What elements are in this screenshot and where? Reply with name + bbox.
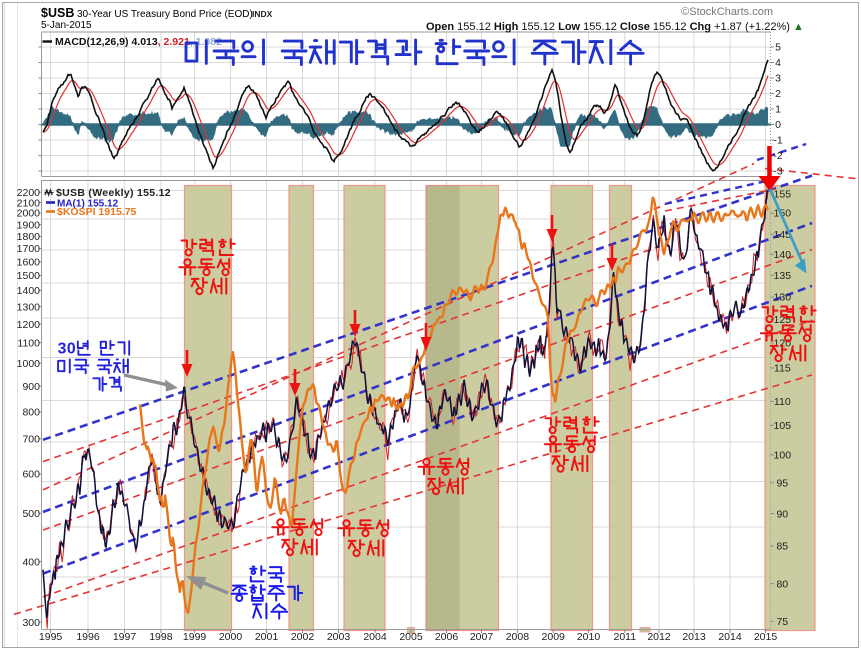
svg-text:-2: -2 — [773, 150, 782, 162]
svg-text:$KOSPI 1915.75: $KOSPI 1915.75 — [57, 206, 137, 218]
svg-text:2003: 2003 — [327, 631, 351, 643]
svg-text:-3: -3 — [773, 166, 782, 178]
svg-text:2014: 2014 — [718, 631, 742, 643]
svg-text:2009: 2009 — [542, 631, 566, 643]
svg-text:1997: 1997 — [113, 631, 137, 643]
svg-text:1: 1 — [775, 104, 781, 116]
svg-text:2200: 2200 — [17, 187, 41, 199]
svg-text:5: 5 — [775, 42, 781, 54]
svg-text:1800: 1800 — [17, 231, 41, 243]
svg-text:1700: 1700 — [17, 243, 41, 255]
svg-text:800: 800 — [22, 407, 40, 419]
svg-text:4: 4 — [775, 57, 781, 69]
svg-text:155: 155 — [774, 189, 792, 201]
svg-text:110: 110 — [774, 396, 791, 408]
svg-text:1200: 1200 — [17, 319, 41, 331]
svg-text:130: 130 — [774, 292, 792, 304]
svg-text:1100: 1100 — [17, 337, 40, 349]
svg-text:2000: 2000 — [219, 631, 243, 643]
svg-text:3: 3 — [58, 341, 67, 358]
svg-text:2001: 2001 — [255, 631, 279, 643]
svg-text:150: 150 — [774, 208, 792, 220]
svg-text:1600: 1600 — [17, 257, 41, 269]
svg-text:MA(1) 155.12: MA(1) 155.12 — [57, 198, 119, 209]
svg-text:MACD(12,26,9) 4.013, 2.921, 1.: MACD(12,26,9) 4.013, 2.921, 1.082 — [55, 36, 222, 48]
svg-text:2000: 2000 — [17, 208, 41, 220]
svg-text:2011: 2011 — [614, 631, 637, 643]
svg-text:2100: 2100 — [17, 197, 41, 209]
svg-text:1500: 1500 — [17, 270, 41, 282]
svg-text:2005: 2005 — [399, 631, 423, 643]
svg-text:135: 135 — [774, 270, 792, 282]
svg-text:900: 900 — [22, 381, 40, 393]
svg-text:400: 400 — [22, 556, 40, 568]
svg-text:1400: 1400 — [17, 285, 41, 297]
svg-text:5-Jan-2015: 5-Jan-2015 — [41, 20, 92, 31]
svg-text:INDX: INDX — [252, 9, 273, 19]
svg-text:75: 75 — [776, 616, 788, 628]
svg-text:95: 95 — [776, 477, 788, 489]
svg-text:Open 155.12 High 155.12 Low 15: Open 155.12 High 155.12 Low 155.12 Close… — [426, 21, 804, 33]
svg-text:2015: 2015 — [754, 631, 778, 643]
svg-text:2004: 2004 — [363, 631, 387, 643]
svg-text:30-Year US Treasury Bond Price: 30-Year US Treasury Bond Price (EOD) — [77, 9, 253, 20]
svg-text:1000: 1000 — [17, 358, 41, 370]
svg-text:1996: 1996 — [76, 631, 100, 643]
svg-text:1995: 1995 — [39, 631, 63, 643]
svg-text:2: 2 — [775, 88, 781, 100]
svg-text:105: 105 — [774, 420, 792, 432]
svg-text:600: 600 — [22, 469, 40, 481]
svg-text:500: 500 — [22, 508, 40, 520]
svg-text:-1: -1 — [773, 135, 782, 147]
svg-text:80: 80 — [776, 578, 788, 590]
svg-text:0: 0 — [67, 341, 76, 358]
svg-text:2006: 2006 — [435, 631, 459, 643]
svg-text:145: 145 — [774, 229, 792, 241]
svg-text:1999: 1999 — [183, 631, 207, 643]
svg-text:1998: 1998 — [149, 631, 173, 643]
svg-text:2002: 2002 — [291, 631, 315, 643]
svg-text:115: 115 — [774, 363, 791, 375]
svg-text:2012: 2012 — [647, 631, 671, 643]
svg-text:$USB: $USB — [41, 6, 74, 20]
svg-text:300: 300 — [22, 617, 40, 629]
svg-text:2008: 2008 — [506, 631, 530, 643]
svg-text:85: 85 — [776, 541, 788, 553]
svg-text:700: 700 — [22, 433, 40, 445]
svg-text:100: 100 — [774, 450, 792, 462]
svg-text:140: 140 — [774, 249, 792, 261]
svg-text:2010: 2010 — [577, 631, 601, 643]
svg-text:1900: 1900 — [17, 219, 41, 231]
svg-text:90: 90 — [776, 508, 788, 520]
svg-text:0: 0 — [775, 119, 781, 131]
svg-text:1300: 1300 — [17, 301, 41, 313]
svg-text:$USB (Weekly) 155.12: $USB (Weekly) 155.12 — [56, 187, 171, 199]
svg-text:2007: 2007 — [470, 631, 494, 643]
svg-text:2013: 2013 — [682, 631, 706, 643]
svg-text:3: 3 — [775, 73, 781, 85]
svg-text:©StockCharts.com: ©StockCharts.com — [681, 6, 773, 18]
